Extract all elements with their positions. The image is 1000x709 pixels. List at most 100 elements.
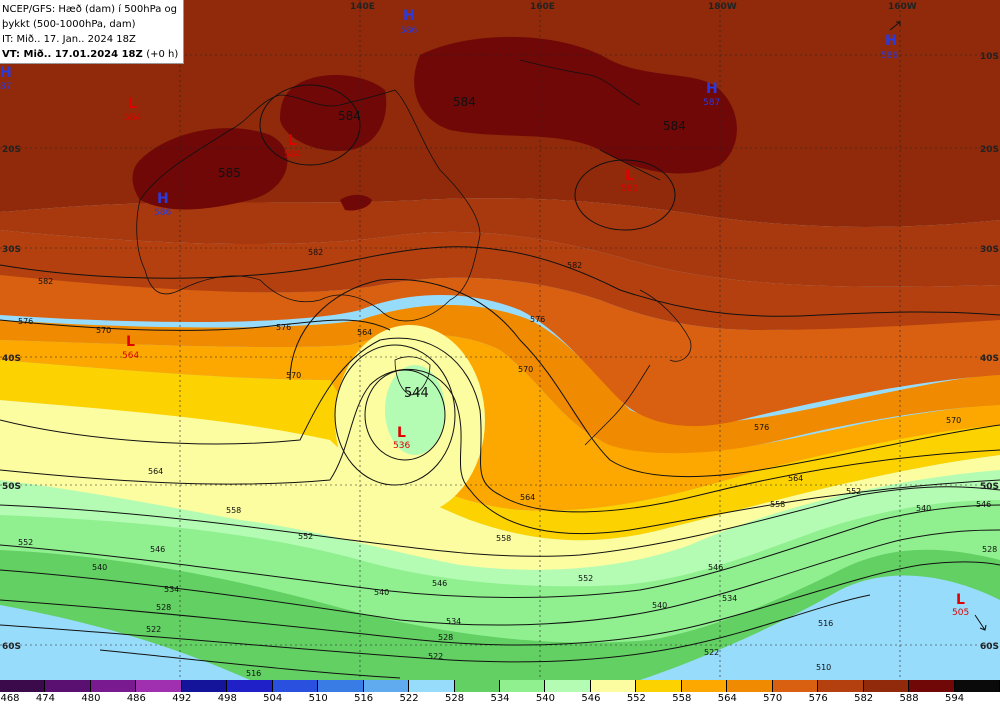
band-570 <box>0 270 1000 427</box>
band-552 <box>0 360 1000 541</box>
contour-label: 570 <box>96 326 111 335</box>
contour-label: 558 <box>770 500 785 509</box>
contour-label: 582 <box>308 248 323 257</box>
contour-label: 552 <box>846 487 861 496</box>
legend-swatch <box>318 680 364 692</box>
legend-label: 528 <box>444 693 465 704</box>
svg-text:L: L <box>128 96 137 112</box>
coastlines <box>136 59 692 446</box>
legend-swatch <box>45 680 91 692</box>
contour-label: 516 <box>818 619 833 628</box>
contour-label: 540 <box>916 504 931 513</box>
contour-label: 528 <box>156 603 171 612</box>
wind-arrows <box>889 21 987 631</box>
info-init-time: IT: Mið.. 17. Jan.. 2024 18Z <box>2 34 136 45</box>
svg-text:584: 584 <box>284 150 301 160</box>
svg-text:586: 586 <box>881 51 898 61</box>
info-title: NCEP/GFS: Hæð (dam) í 500hPa og <box>2 4 177 15</box>
info-valid-time: VT: Mið.. 17.01.2024 18Z (+0 h) <box>2 49 179 60</box>
legend-swatch <box>863 680 910 692</box>
lat-label: 40S <box>2 354 21 364</box>
high-center: H 586 <box>881 33 898 61</box>
legend-swatch <box>272 680 319 692</box>
region-588-d <box>340 194 372 211</box>
color-legend: 468 474 480 486 492 498 504 510 516 522 528 534 540 5… <box>0 680 1000 709</box>
region-label: 585 <box>218 166 241 180</box>
svg-text:L: L <box>397 425 406 441</box>
low-center: L 584 <box>284 133 301 160</box>
contour-label: 570 <box>286 371 301 380</box>
svg-text:586: 586 <box>154 208 171 218</box>
legend-label: 468 <box>0 693 20 704</box>
legend-swatch <box>0 680 46 692</box>
svg-text:505: 505 <box>952 608 969 618</box>
contour-label: 570 <box>946 416 961 425</box>
contour-label: 570 <box>518 365 533 374</box>
contour-labels: 582 582 582 576 576 576 576 570 570 570 … <box>18 248 997 678</box>
svg-text:87: 87 <box>0 82 11 92</box>
lon-label: 160E <box>530 2 555 12</box>
region-label: 584 <box>663 119 686 133</box>
low-center: L 580 <box>621 168 638 194</box>
contour-label: 534 <box>164 585 179 594</box>
legend-label: 546 <box>581 693 601 704</box>
info-box: NCEP/GFS: Hæð (dam) í 500hPa og þykkt (5… <box>0 0 184 64</box>
lon-label: 160W <box>888 2 917 12</box>
legend-label: 498 <box>217 693 237 704</box>
legend-swatch <box>90 680 137 692</box>
lat-label: 30S <box>2 245 21 255</box>
high-center: H 87 <box>0 65 12 92</box>
lat-label: 50S <box>980 482 999 492</box>
region-label: 584 <box>338 109 361 123</box>
svg-text:L: L <box>956 592 965 608</box>
contour-label: 564 <box>148 467 163 476</box>
legend-swatch <box>681 680 728 692</box>
contour-label: 552 <box>578 574 593 583</box>
contour-label: 564 <box>788 474 803 483</box>
contour-label: 558 <box>496 534 511 543</box>
band-564 <box>0 305 1000 454</box>
legend-label: 486 <box>126 693 146 704</box>
lon-label: 180W <box>708 2 737 12</box>
lat-label: 60S <box>980 642 999 652</box>
contour-label: 546 <box>976 500 991 509</box>
contour-label: 582 <box>567 261 582 270</box>
lat-label: 60S <box>2 642 21 652</box>
contour-label: 564 <box>520 493 535 502</box>
svg-text:L: L <box>126 334 135 350</box>
contour-label: 522 <box>146 625 161 634</box>
legend-swatch <box>181 680 228 692</box>
legend-swatch <box>818 680 864 692</box>
info-subtitle: þykkt (500-1000hPa, dam) <box>2 19 136 30</box>
legend-label: 516 <box>354 693 374 704</box>
high-center: H 587 <box>703 81 720 108</box>
lon-labels: 140E 160E 180W 160W <box>350 2 917 12</box>
contour-label: 534 <box>722 594 737 603</box>
svg-text:L: L <box>625 168 634 184</box>
svg-text:H: H <box>157 191 169 207</box>
contour-label: 552 <box>298 532 313 541</box>
legend-label: 540 <box>535 693 555 704</box>
legend-swatch <box>545 680 591 692</box>
legend-label: 522 <box>399 693 419 704</box>
low-center: L 584 <box>124 96 141 123</box>
lat-label: 30S <box>980 245 999 255</box>
info-offset: (+0 h) <box>146 49 179 60</box>
contour-label: 546 <box>150 545 165 554</box>
legend-label: 564 <box>717 693 737 704</box>
svg-text:564: 564 <box>122 351 139 361</box>
low-center: L 505 <box>952 592 969 618</box>
contour-label: 540 <box>652 601 667 610</box>
legend-label: 534 <box>490 693 510 704</box>
band-576 <box>0 230 1000 330</box>
legend-label: 474 <box>35 693 55 704</box>
legend-swatch <box>909 680 955 692</box>
legend-label: 504 <box>263 693 283 704</box>
contour-label: 546 <box>708 563 723 572</box>
svg-text:H: H <box>403 8 415 24</box>
contour-label: 528 <box>982 545 997 554</box>
low-core-band-540 <box>385 365 445 455</box>
centers: H 586 H 586 H 87 L 584 L 584 H 586 H 587… <box>0 8 969 618</box>
contour-label: 528 <box>438 633 453 642</box>
contour-label: 576 <box>276 323 291 332</box>
